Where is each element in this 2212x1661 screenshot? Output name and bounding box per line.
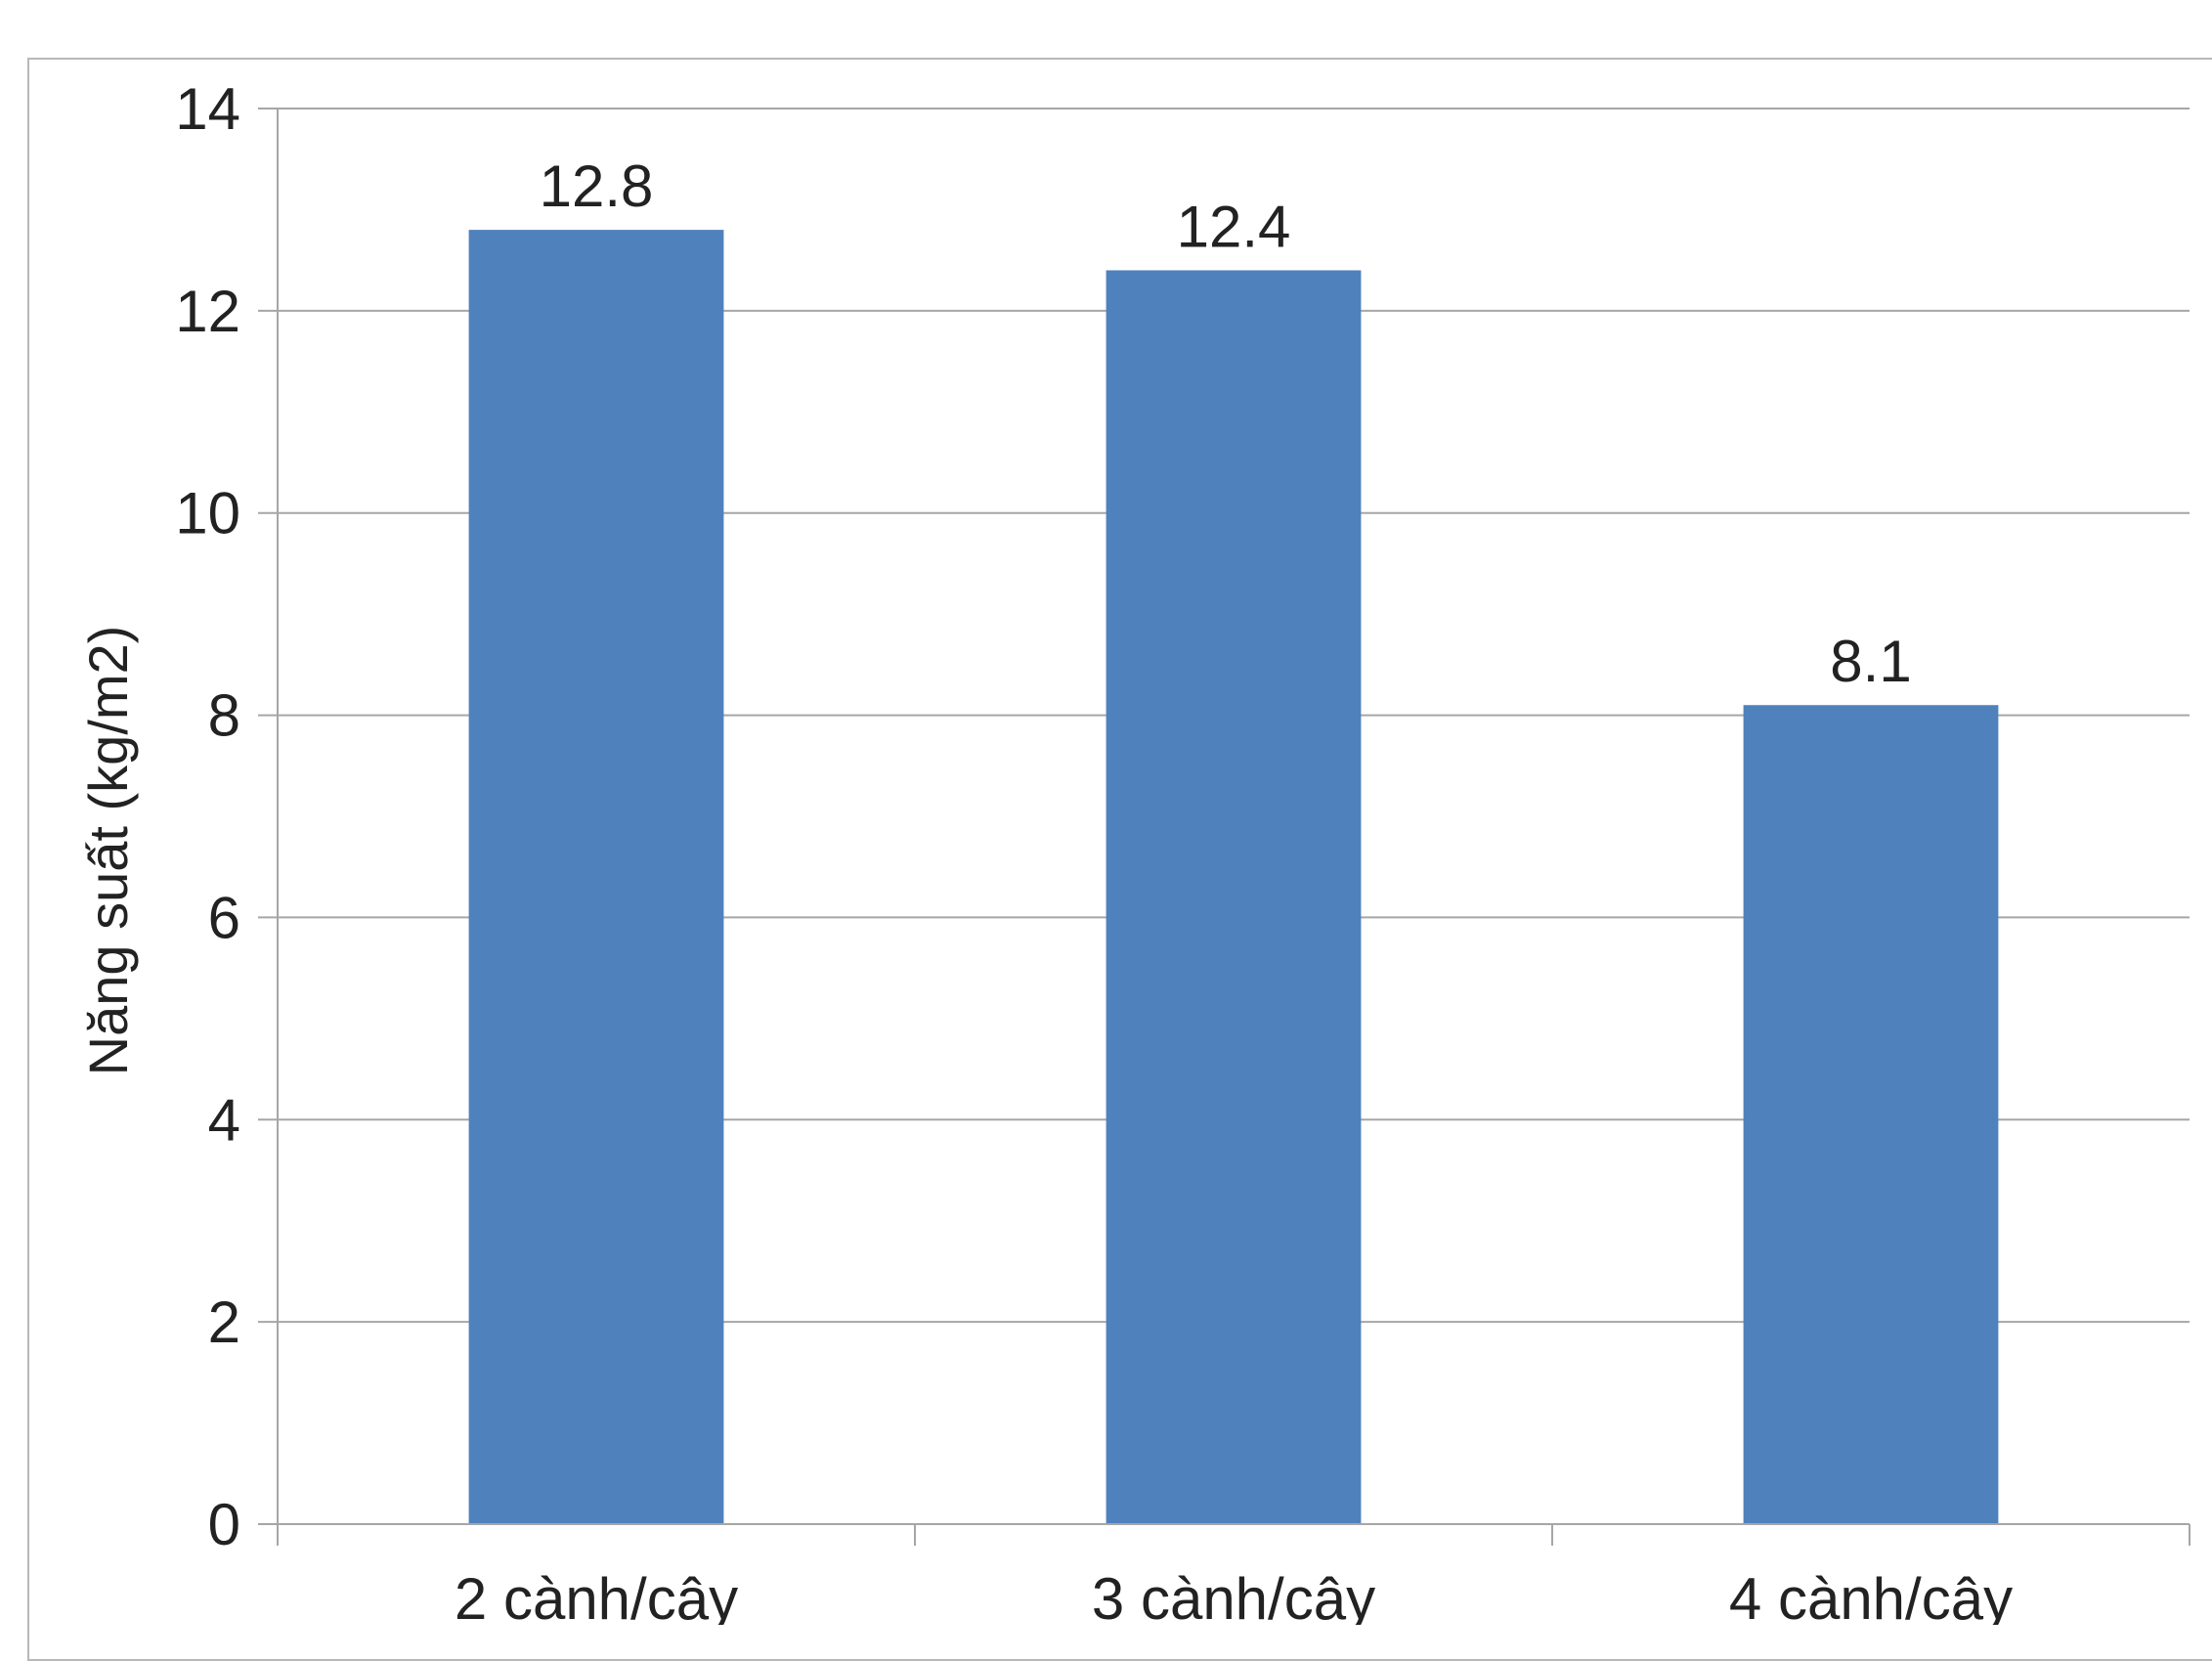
data-label-2: 12.4 bbox=[1177, 194, 1291, 259]
data-label-3: 8.1 bbox=[1830, 629, 1911, 694]
y-tick-label-12: 12 bbox=[175, 279, 240, 344]
axes bbox=[258, 108, 2190, 1546]
x-category-label-1: 2 cành/cây bbox=[455, 1566, 738, 1625]
labels: 0 2 4 6 8 10 12 14 12.8 2 cành/cây 12.4 3 cành/cây 8… bbox=[175, 76, 2013, 1625]
bar-3 bbox=[1743, 705, 1999, 1524]
y-tick-label-8: 8 bbox=[208, 683, 240, 749]
bar-1 bbox=[468, 230, 724, 1525]
y-tick-label-10: 10 bbox=[175, 481, 240, 546]
bar-2 bbox=[1106, 270, 1362, 1524]
y-tick-label-2: 2 bbox=[208, 1289, 240, 1355]
y-tick-label-14: 14 bbox=[175, 76, 240, 142]
x-category-label-2: 3 cành/cây bbox=[1092, 1566, 1375, 1625]
y-tick-label-6: 6 bbox=[208, 885, 240, 950]
y-axis-title: Năng suất (kg/m2) bbox=[77, 626, 139, 1076]
x-category-label-3: 4 cành/cây bbox=[1729, 1566, 2013, 1625]
y-tick-label-0: 0 bbox=[208, 1492, 240, 1557]
data-label-1: 12.8 bbox=[540, 153, 654, 219]
bar-chart: 0 2 4 6 8 10 12 14 12.8 2 cành/cây 12.4 3 cành/cây 8… bbox=[77, 76, 2190, 1625]
y-tick-label-4: 4 bbox=[208, 1087, 240, 1153]
bars bbox=[468, 230, 1999, 1525]
